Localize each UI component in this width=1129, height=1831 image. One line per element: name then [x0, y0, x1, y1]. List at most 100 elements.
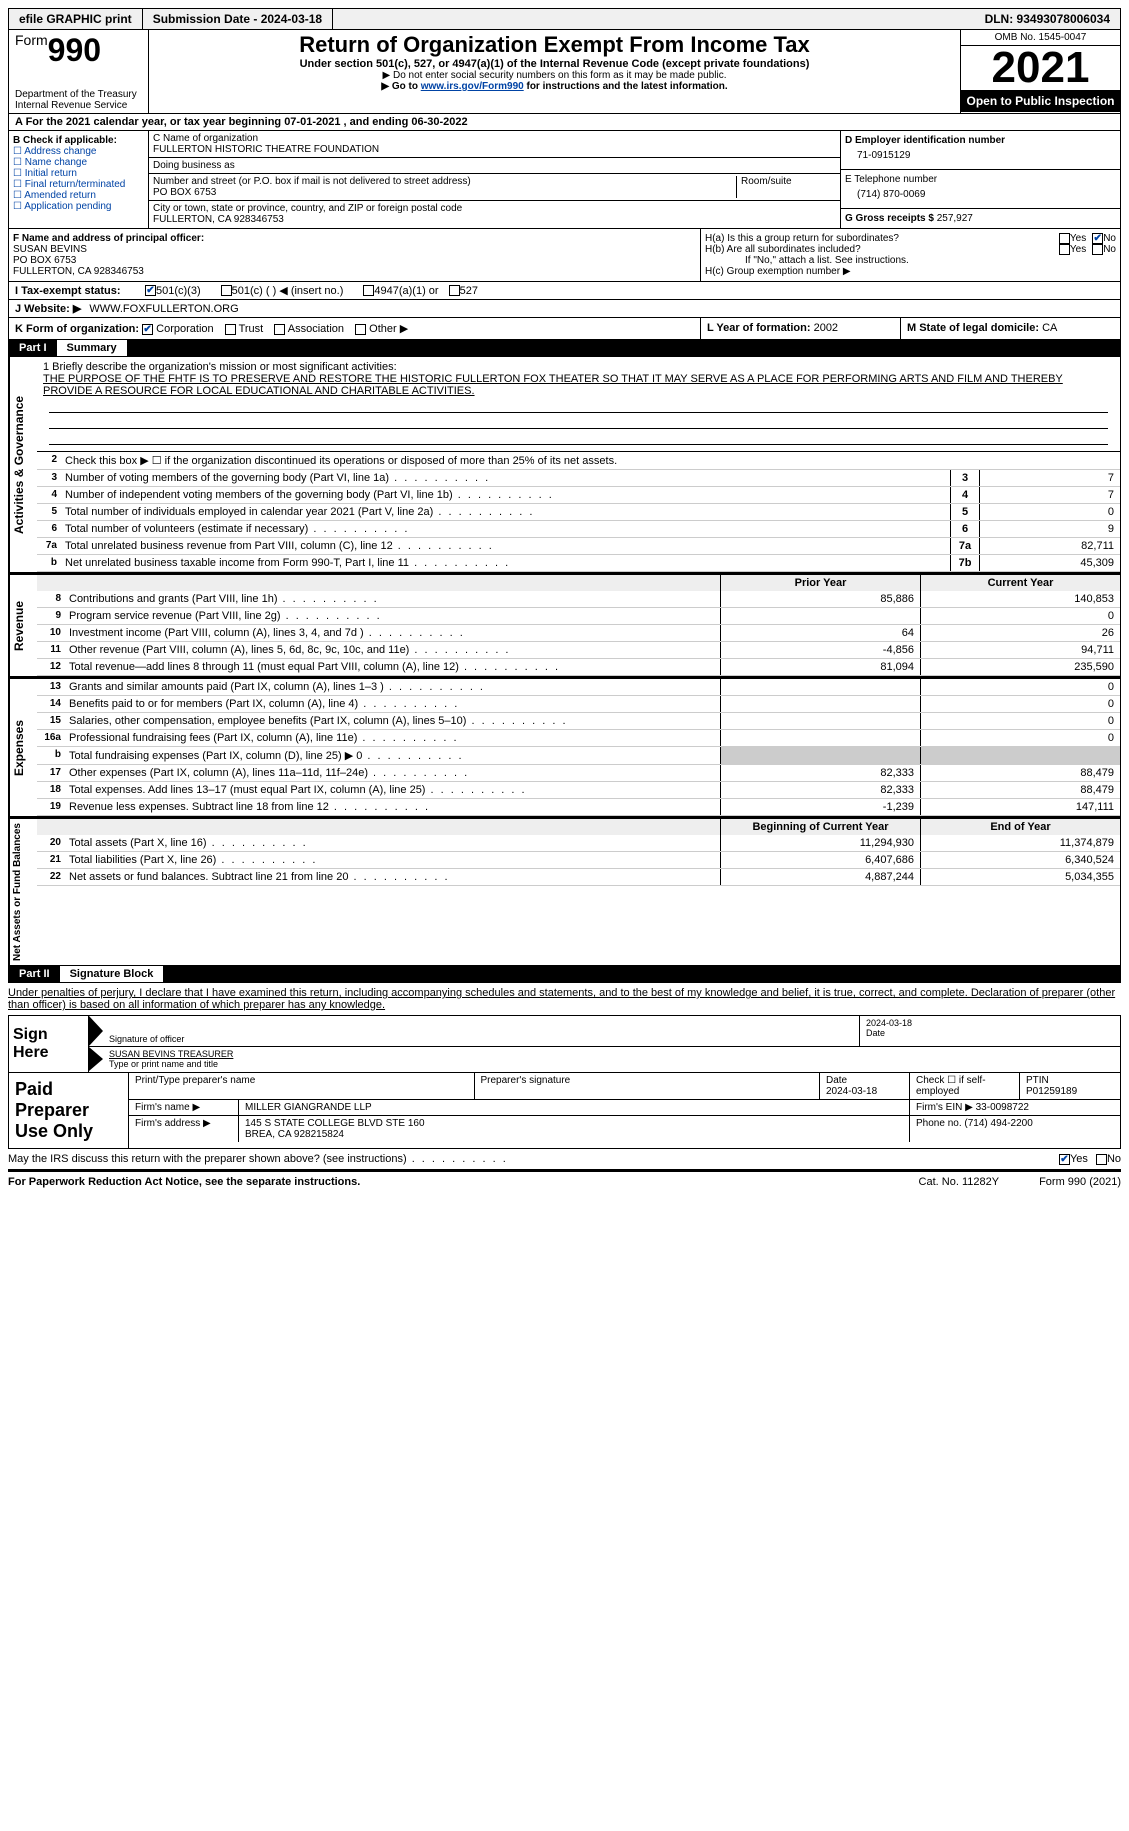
- row-i-status: I Tax-exempt status: 501(c)(3) 501(c) ( …: [8, 282, 1121, 300]
- firm-address: 145 S STATE COLLEGE BLVD STE 160: [245, 1118, 903, 1129]
- firm-ein: 33-0098722: [976, 1102, 1029, 1113]
- chk-initial[interactable]: ☐ Initial return: [13, 168, 144, 179]
- block-fh: F Name and address of principal officer:…: [8, 229, 1121, 282]
- street-value: PO BOX 6753: [153, 187, 736, 198]
- part1-netassets: Net Assets or Fund Balances Beginning of…: [8, 817, 1121, 966]
- row-a-calendar: A For the 2021 calendar year, or tax yea…: [8, 114, 1121, 131]
- hb-no[interactable]: [1092, 244, 1103, 255]
- efile-button[interactable]: efile GRAPHIC print: [9, 9, 143, 29]
- col-f-officer: F Name and address of principal officer:…: [9, 229, 700, 281]
- phone-value: (714) 870-0069: [845, 185, 1116, 204]
- data-line: 16aProfessional fundraising fees (Part I…: [37, 730, 1120, 747]
- ein-value: 71-0915129: [845, 146, 1116, 165]
- room-suite: Room/suite: [736, 176, 836, 198]
- chk-address[interactable]: ☐ Address change: [13, 146, 144, 157]
- data-line: 21Total liabilities (Part X, line 26)6,4…: [37, 852, 1120, 869]
- data-line: 19Revenue less expenses. Subtract line 1…: [37, 799, 1120, 816]
- arrow-icon: [89, 1047, 103, 1071]
- data-line: 17Other expenses (Part IX, column (A), l…: [37, 765, 1120, 782]
- data-line: 8Contributions and grants (Part VIII, li…: [37, 591, 1120, 608]
- perjury-text: Under penalties of perjury, I declare th…: [8, 983, 1121, 1015]
- form-header: Form990 Department of the Treasury Inter…: [8, 30, 1121, 114]
- mission-block: 1 Briefly describe the organization's mi…: [37, 357, 1120, 452]
- dept-label: Department of the Treasury Internal Reve…: [15, 89, 142, 111]
- part1-header: Part I Summary: [8, 340, 1121, 357]
- state-domicile: CA: [1042, 322, 1057, 334]
- year-formation: 2002: [814, 322, 838, 334]
- discuss-yes[interactable]: [1059, 1154, 1070, 1165]
- sidebar-netassets: Net Assets or Fund Balances: [9, 819, 37, 965]
- hb-yes[interactable]: [1059, 244, 1070, 255]
- prep-date: 2024-03-18: [826, 1086, 877, 1097]
- summary-line: 6Total number of volunteers (estimate if…: [37, 521, 1120, 538]
- col-de: D Employer identification number 71-0915…: [840, 131, 1120, 228]
- summary-line: 4Number of independent voting members of…: [37, 487, 1120, 504]
- irs-discuss: May the IRS discuss this return with the…: [8, 1153, 1059, 1165]
- chk-assoc[interactable]: [274, 324, 285, 335]
- ptin-value: P01259189: [1026, 1086, 1077, 1097]
- summary-line: 3Number of voting members of the governi…: [37, 470, 1120, 487]
- ha-yes[interactable]: [1059, 233, 1070, 244]
- row-j-website: J Website: ▶ WWW.FOXFULLERTON.ORG: [8, 300, 1121, 318]
- firm-phone: (714) 494-2200: [964, 1118, 1032, 1129]
- chk-other[interactable]: [355, 324, 366, 335]
- dln-label: DLN: 93493078006034: [975, 9, 1120, 29]
- data-line: 22Net assets or fund balances. Subtract …: [37, 869, 1120, 886]
- data-line: 10Investment income (Part VIII, column (…: [37, 625, 1120, 642]
- data-line: 13Grants and similar amounts paid (Part …: [37, 679, 1120, 696]
- chk-final[interactable]: ☐ Final return/terminated: [13, 179, 144, 190]
- col-h-group: H(a) Is this a group return for subordin…: [700, 229, 1120, 281]
- sidebar-revenue: Revenue: [9, 575, 37, 676]
- part1-expenses: Expenses 13Grants and similar amounts pa…: [8, 677, 1121, 817]
- sidebar-expenses: Expenses: [9, 679, 37, 816]
- tax-year: 2021: [961, 46, 1120, 90]
- mission-text: THE PURPOSE OF THE FHTF IS TO PRESERVE A…: [43, 373, 1114, 397]
- chk-4947[interactable]: [363, 285, 374, 296]
- chk-corp[interactable]: [142, 324, 153, 335]
- hdr-current: Current Year: [920, 575, 1120, 591]
- inspection-badge: Open to Public Inspection: [961, 90, 1120, 112]
- ha-no[interactable]: [1092, 233, 1103, 244]
- data-line: bTotal fundraising expenses (Part IX, co…: [37, 747, 1120, 765]
- chk-501c[interactable]: [221, 285, 232, 296]
- chk-527[interactable]: [449, 285, 460, 296]
- chk-pending[interactable]: ☐ Application pending: [13, 201, 144, 212]
- chk-amended[interactable]: ☐ Amended return: [13, 190, 144, 201]
- block-bcde: B Check if applicable: ☐ Address change …: [8, 131, 1121, 229]
- chk-name[interactable]: ☐ Name change: [13, 157, 144, 168]
- page-footer: For Paperwork Reduction Act Notice, see …: [8, 1171, 1121, 1192]
- sidebar-activities: Activities & Governance: [9, 357, 37, 572]
- summary-line: 5Total number of individuals employed in…: [37, 504, 1120, 521]
- irs-link[interactable]: www.irs.gov/Form990: [421, 81, 524, 92]
- col-c-org: C Name of organization FULLERTON HISTORI…: [149, 131, 840, 228]
- discuss-no[interactable]: [1096, 1154, 1107, 1165]
- summary-line: 7aTotal unrelated business revenue from …: [37, 538, 1120, 555]
- data-line: 15Salaries, other compensation, employee…: [37, 713, 1120, 730]
- data-line: 18Total expenses. Add lines 13–17 (must …: [37, 782, 1120, 799]
- website-value: WWW.FOXFULLERTON.ORG: [89, 303, 238, 315]
- hdr-end: End of Year: [920, 819, 1120, 835]
- sign-date: 2024-03-18: [866, 1018, 1114, 1028]
- chk-501c3[interactable]: [145, 285, 156, 296]
- arrow-icon: [89, 1016, 103, 1046]
- gross-receipts: 257,927: [937, 213, 973, 224]
- hdr-begin: Beginning of Current Year: [720, 819, 920, 835]
- sign-block: Sign Here Signature of officer 2024-03-1…: [8, 1015, 1121, 1073]
- signer-name: SUSAN BEVINS TREASURER: [109, 1049, 1114, 1059]
- data-line: 20Total assets (Part X, line 16)11,294,9…: [37, 835, 1120, 852]
- hdr-prior: Prior Year: [720, 575, 920, 591]
- submission-date: Submission Date - 2024-03-18: [143, 9, 333, 29]
- col-b-check: B Check if applicable: ☐ Address change …: [9, 131, 149, 228]
- goto-note: ▶ Go to www.irs.gov/Form990 for instruct…: [155, 81, 954, 92]
- part2-header: Part II Signature Block: [8, 966, 1121, 983]
- data-line: 12Total revenue—add lines 8 through 11 (…: [37, 659, 1120, 676]
- part1-revenue: Revenue Prior Year Current Year 8Contrib…: [8, 573, 1121, 677]
- chk-trust[interactable]: [225, 324, 236, 335]
- top-toolbar: efile GRAPHIC print Submission Date - 20…: [8, 8, 1121, 30]
- paid-preparer-block: Paid Preparer Use Only Print/Type prepar…: [8, 1073, 1121, 1149]
- data-line: 11Other revenue (Part VIII, column (A), …: [37, 642, 1120, 659]
- data-line: 9Program service revenue (Part VIII, lin…: [37, 608, 1120, 625]
- city-value: FULLERTON, CA 928346753: [153, 214, 836, 225]
- summary-line: bNet unrelated business taxable income f…: [37, 555, 1120, 572]
- ssn-note: ▶ Do not enter social security numbers o…: [155, 70, 954, 81]
